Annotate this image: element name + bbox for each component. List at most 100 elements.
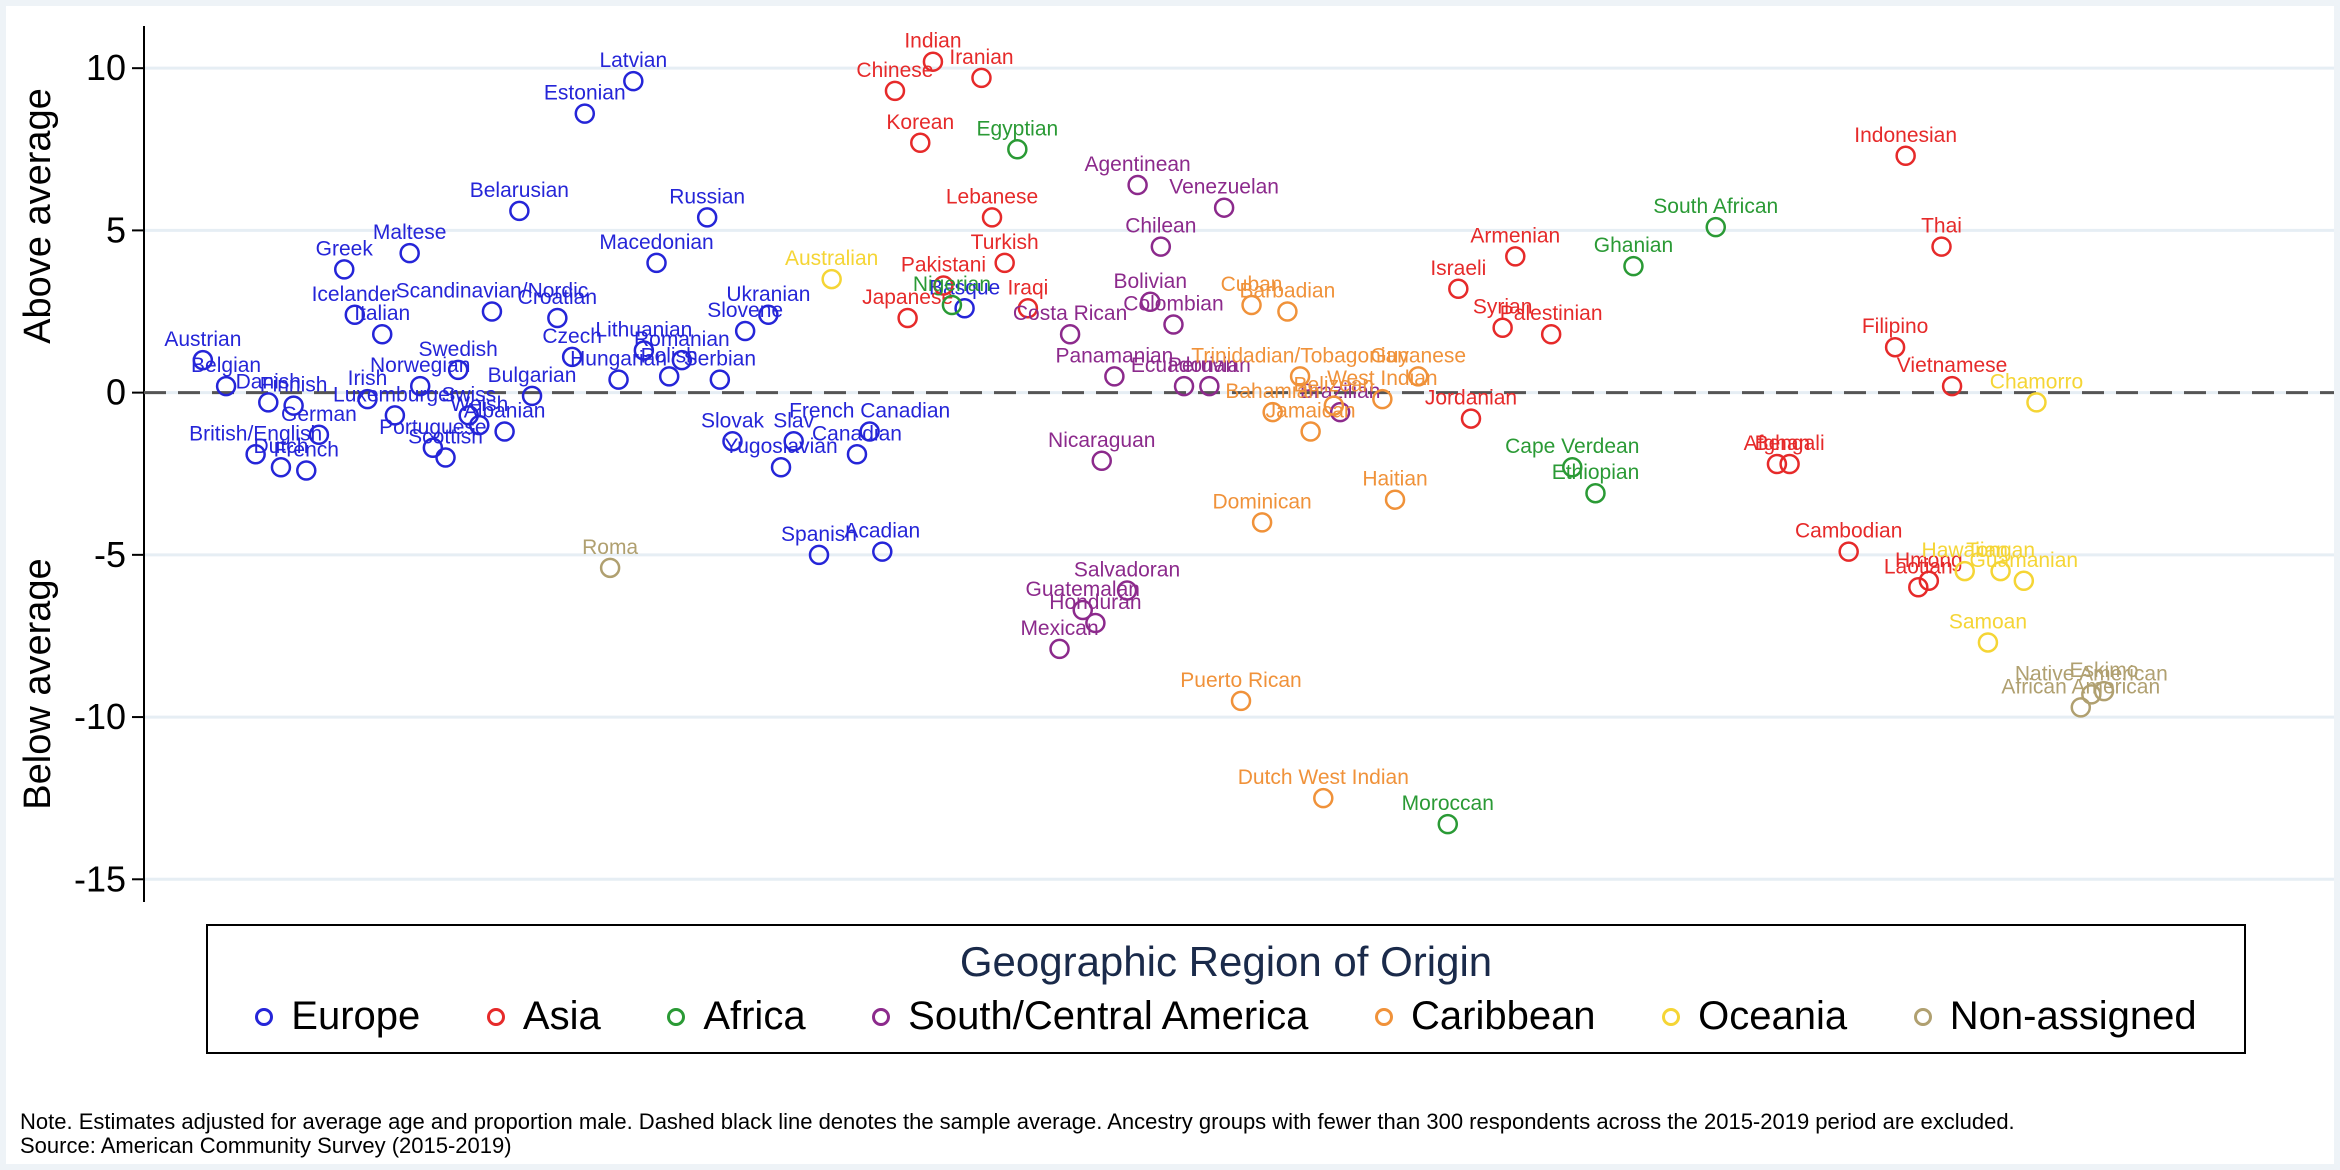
footnote: Note. Estimates adjusted for average age… bbox=[20, 1110, 2015, 1158]
y-tick-label: -15 bbox=[74, 858, 126, 899]
point-label: Panamanian bbox=[1055, 344, 1173, 367]
point-label: Croatian bbox=[518, 286, 597, 309]
data-point bbox=[1049, 638, 1070, 660]
data-point bbox=[734, 320, 756, 342]
point-label: British/English bbox=[189, 422, 322, 445]
data-point bbox=[1437, 813, 1459, 835]
data-point bbox=[521, 385, 543, 407]
data-point bbox=[270, 456, 292, 478]
data-point bbox=[1277, 301, 1298, 322]
point-label: Bulgarian bbox=[488, 364, 577, 387]
point-label: Eskimo bbox=[2070, 659, 2139, 682]
point-label: Samoan bbox=[1949, 610, 2027, 633]
point-label: Guatemalan bbox=[1026, 578, 1140, 601]
data-point bbox=[574, 103, 596, 124]
point-label: Hawaiian bbox=[1922, 539, 2008, 562]
point-label: Chamorro bbox=[1990, 370, 2083, 393]
scatter-plot: 10 5 0 -5 -10 -15 Austrian Belgian British/Engl… bbox=[17, 26, 2334, 902]
data-point bbox=[954, 298, 975, 319]
point-label: Slovak bbox=[701, 409, 765, 432]
y-label-above: Above average bbox=[17, 88, 59, 344]
data-point bbox=[344, 304, 366, 326]
point-label: Pakistani bbox=[901, 254, 986, 277]
data-point bbox=[1977, 632, 1999, 653]
point-label: Chilean bbox=[1125, 215, 1196, 238]
point-label: Moroccan bbox=[1402, 792, 1494, 815]
data-point bbox=[658, 366, 680, 387]
point-label: Slav bbox=[773, 409, 814, 432]
data-point bbox=[2070, 697, 2092, 718]
legend-label: Non-assigned bbox=[1949, 994, 2197, 1038]
point-label: Cambodian bbox=[1795, 520, 1902, 543]
point-label: Lithuanian bbox=[595, 318, 692, 341]
legend-item: Africa bbox=[667, 994, 806, 1039]
y-tick-label: 0 bbox=[106, 372, 126, 413]
legend-title: Geographic Region of Origin bbox=[959, 938, 1493, 985]
point-label: Belarusian bbox=[470, 179, 569, 202]
data-point bbox=[696, 207, 718, 228]
point-label: Nigerian bbox=[913, 273, 991, 296]
point-label: Honduran bbox=[1049, 591, 1141, 614]
point-label: Iraqi bbox=[1007, 276, 1048, 299]
legend-item: Asia bbox=[486, 994, 601, 1039]
y-tick-labels: 10 5 0 -5 -10 -15 bbox=[74, 47, 126, 899]
data-point bbox=[941, 294, 963, 316]
point-label: Japanese bbox=[862, 286, 953, 309]
data-point bbox=[357, 388, 378, 410]
point-label: Native American bbox=[2015, 662, 2168, 685]
data-point bbox=[296, 460, 317, 481]
point-label: Yugoslavian bbox=[724, 435, 837, 458]
data-point bbox=[1895, 145, 1916, 167]
point-label: Ethiopian bbox=[1552, 461, 1640, 484]
data-point bbox=[435, 447, 456, 468]
point-label: Roma bbox=[582, 536, 638, 559]
point-label: Swedish bbox=[418, 338, 497, 361]
data-point bbox=[2081, 684, 2102, 705]
data-point bbox=[1104, 366, 1125, 387]
point-label: Indian bbox=[904, 30, 961, 53]
point-label: Chinese bbox=[856, 59, 933, 82]
legend-item: South/Central America bbox=[872, 994, 1308, 1039]
data-point bbox=[1448, 278, 1469, 300]
point-label: Ghanian bbox=[1594, 234, 1673, 257]
point-label: Dutch West Indian bbox=[1238, 766, 1409, 789]
point-label: Guamanian bbox=[1970, 549, 2079, 572]
data-point bbox=[1705, 216, 1726, 238]
point-label: Greek bbox=[316, 237, 374, 260]
data-point bbox=[371, 323, 393, 345]
legend-marker-icon bbox=[872, 1007, 891, 1026]
point-label: Turkish bbox=[971, 231, 1039, 254]
data-point bbox=[671, 349, 693, 371]
point-label: Romanian bbox=[634, 328, 730, 351]
data-point bbox=[758, 304, 779, 326]
data-point bbox=[1990, 560, 2011, 582]
legend-item: Caribbean bbox=[1374, 994, 1596, 1039]
data-point bbox=[846, 444, 868, 465]
data-point bbox=[1884, 336, 1906, 358]
point-label: African American bbox=[2001, 675, 2160, 698]
data-point bbox=[1072, 599, 1093, 621]
point-label: Welsh bbox=[450, 393, 508, 416]
point-label: Albanian bbox=[464, 400, 546, 423]
data-point bbox=[922, 51, 944, 72]
data-point bbox=[245, 444, 266, 465]
note-text: Note. Estimates adjusted for average age… bbox=[20, 1109, 2015, 1134]
point-label: Irish bbox=[348, 367, 388, 390]
data-point bbox=[1918, 570, 1940, 592]
data-point bbox=[1163, 314, 1184, 335]
point-label: Salvadoran bbox=[1074, 559, 1180, 582]
point-label: Hmong bbox=[1895, 549, 1963, 572]
data-point bbox=[481, 301, 503, 322]
point-label: Italian bbox=[354, 302, 410, 325]
data-point bbox=[1091, 450, 1112, 472]
legend-label: Europe bbox=[291, 994, 421, 1038]
point-label: Trinidadian/Tobagonian bbox=[1191, 344, 1409, 367]
data-point bbox=[258, 392, 279, 413]
data-point bbox=[722, 431, 743, 452]
data-point bbox=[1262, 401, 1283, 423]
point-label: Indonesian bbox=[1854, 124, 1957, 147]
point-label: Haitian bbox=[1362, 468, 1427, 491]
point-label: Finnish bbox=[260, 374, 328, 397]
data-point bbox=[283, 395, 304, 416]
y-label-below: Below average bbox=[17, 558, 59, 809]
